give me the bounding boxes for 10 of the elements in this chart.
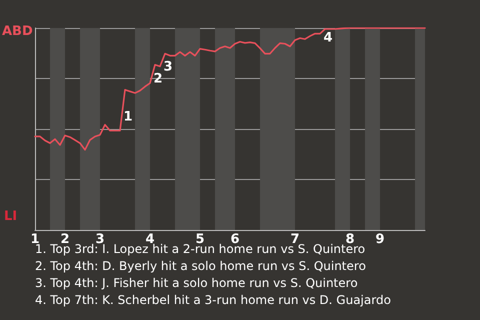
text: 2. Top 4th: D. Byerly hit a solo home run vs S. Quintero	[35, 259, 366, 273]
text: 4. Top 7th: K. Scherbel hit a 3-run home run vs D. Guajardo	[35, 293, 391, 307]
x-tick-label: 9	[375, 232, 385, 247]
text: LI	[4, 209, 18, 224]
annotation: 4	[323, 30, 333, 46]
text: 3. Top 4th: J. Fisher hit a solo home run vs S. Quintero	[35, 276, 358, 290]
annotation: 1	[123, 110, 133, 124]
annotation: 3	[163, 60, 173, 74]
annotation: 2	[153, 72, 163, 86]
text: ABD	[2, 24, 33, 39]
